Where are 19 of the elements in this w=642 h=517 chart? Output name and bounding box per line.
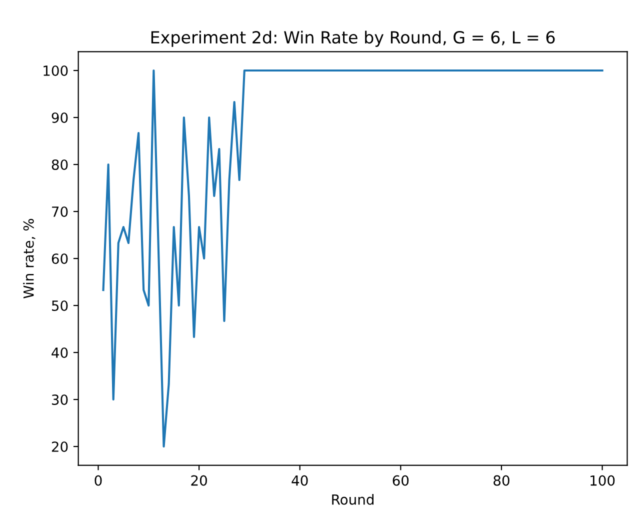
x-tick-label: 60 — [392, 475, 409, 486]
x-tick-label: 40 — [292, 475, 308, 486]
y-tick-label: 20 — [52, 441, 68, 452]
line-series — [102, 69, 604, 448]
x-axis-title: Round — [332, 494, 374, 505]
x-tick-label: 20 — [191, 475, 207, 486]
y-tick-label: 90 — [52, 112, 68, 123]
y-tick-label: 70 — [52, 206, 68, 217]
y-tick-label: 100 — [44, 65, 68, 76]
y-tick-label: 30 — [52, 394, 68, 405]
y-axis-title: Win rate, % — [23, 218, 36, 298]
y-tick-label: 50 — [52, 300, 68, 311]
chart-title: Experiment 2d: Win Rate by Round, G = 6, L = 6 — [151, 30, 555, 47]
x-tick-label: 0 — [94, 475, 102, 486]
y-tick-label: 60 — [52, 253, 68, 264]
x-tick-label: 100 — [590, 475, 615, 486]
y-tick-label: 80 — [52, 159, 68, 170]
x-tick-label: 80 — [494, 475, 510, 486]
y-tick-label: 40 — [52, 347, 68, 358]
